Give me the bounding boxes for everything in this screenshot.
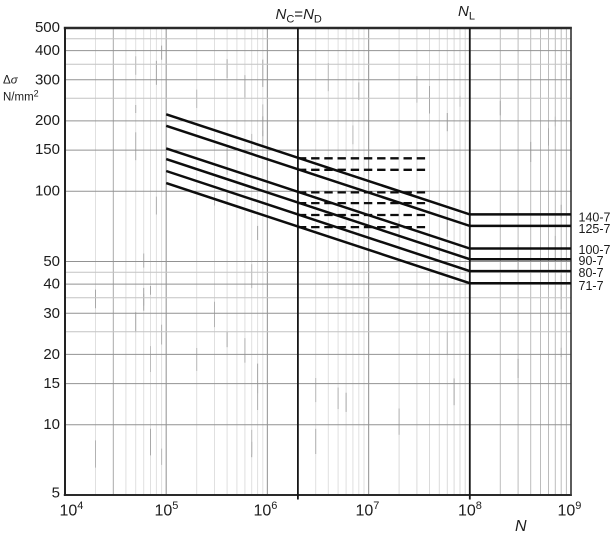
svg-text:80-7: 80-7: [579, 266, 604, 280]
svg-text:400: 400: [35, 42, 60, 59]
svg-text:500: 500: [35, 19, 60, 36]
svg-text:5: 5: [52, 485, 60, 502]
svg-text:NL: NL: [458, 3, 475, 23]
svg-text:100-7: 100-7: [579, 243, 611, 257]
svg-text:140-7: 140-7: [579, 210, 611, 224]
svg-text:50: 50: [43, 253, 60, 270]
svg-text:200: 200: [35, 112, 60, 129]
svg-text:NC=ND: NC=ND: [276, 6, 322, 26]
svg-text:125-7: 125-7: [579, 222, 611, 236]
svg-text:100: 100: [35, 183, 60, 200]
svg-text:10: 10: [43, 416, 60, 433]
svg-text:N: N: [515, 518, 527, 535]
svg-text:90-7: 90-7: [579, 254, 604, 268]
svg-text:71-7: 71-7: [579, 279, 604, 293]
svg-text:300: 300: [35, 72, 60, 89]
svg-text:20: 20: [43, 346, 60, 363]
svg-text:40: 40: [43, 276, 60, 293]
svg-text:N/mm2: N/mm2: [3, 89, 39, 104]
svg-text:150: 150: [35, 141, 60, 158]
svg-text:30: 30: [43, 305, 60, 322]
svg-text:15: 15: [43, 375, 60, 392]
svg-text:Δσ: Δσ: [3, 75, 19, 87]
